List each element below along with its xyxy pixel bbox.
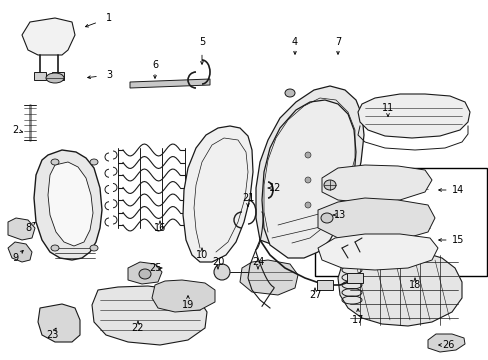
- Polygon shape: [38, 304, 80, 342]
- Text: 24: 24: [251, 257, 264, 267]
- Text: 19: 19: [182, 300, 194, 310]
- Ellipse shape: [324, 180, 335, 190]
- Ellipse shape: [51, 245, 59, 251]
- Polygon shape: [240, 260, 297, 295]
- Text: 18: 18: [408, 280, 420, 290]
- Ellipse shape: [139, 269, 151, 279]
- Text: 26: 26: [441, 340, 453, 350]
- Polygon shape: [34, 150, 102, 260]
- Text: 17: 17: [351, 315, 364, 325]
- Ellipse shape: [51, 159, 59, 165]
- Text: 16: 16: [154, 223, 166, 233]
- Ellipse shape: [305, 177, 310, 183]
- Text: 6: 6: [152, 60, 158, 70]
- Polygon shape: [346, 273, 362, 283]
- Polygon shape: [8, 242, 32, 262]
- Text: 27: 27: [308, 290, 321, 300]
- Text: 5: 5: [199, 37, 204, 47]
- Text: 8: 8: [25, 223, 31, 233]
- Ellipse shape: [285, 89, 294, 97]
- Ellipse shape: [320, 213, 332, 223]
- Ellipse shape: [305, 152, 310, 158]
- Text: 13: 13: [333, 210, 346, 220]
- Text: 23: 23: [46, 330, 58, 340]
- Polygon shape: [48, 162, 93, 246]
- Polygon shape: [357, 94, 469, 138]
- Text: 2: 2: [12, 125, 18, 135]
- Polygon shape: [52, 72, 64, 80]
- Text: 22: 22: [131, 323, 144, 333]
- Text: 25: 25: [148, 263, 161, 273]
- Polygon shape: [427, 334, 464, 352]
- Polygon shape: [321, 165, 431, 203]
- Text: 7: 7: [334, 37, 341, 47]
- Ellipse shape: [90, 159, 98, 165]
- Text: 21: 21: [242, 193, 254, 203]
- Ellipse shape: [90, 245, 98, 251]
- Text: 4: 4: [291, 37, 298, 47]
- Text: 1: 1: [106, 13, 112, 23]
- Polygon shape: [92, 286, 206, 345]
- Text: 10: 10: [196, 250, 208, 260]
- Polygon shape: [128, 262, 162, 284]
- Polygon shape: [8, 218, 35, 240]
- Ellipse shape: [46, 73, 64, 83]
- Polygon shape: [152, 280, 215, 312]
- Polygon shape: [256, 86, 363, 248]
- Polygon shape: [337, 250, 461, 326]
- Text: 11: 11: [381, 103, 393, 113]
- Polygon shape: [34, 72, 46, 80]
- Polygon shape: [22, 18, 75, 55]
- Polygon shape: [316, 280, 332, 290]
- Text: 12: 12: [268, 183, 281, 193]
- Text: 20: 20: [211, 257, 224, 267]
- Text: 14: 14: [451, 185, 463, 195]
- Polygon shape: [130, 79, 209, 88]
- Polygon shape: [262, 100, 355, 258]
- Polygon shape: [317, 198, 434, 242]
- Ellipse shape: [214, 264, 229, 280]
- Ellipse shape: [305, 202, 310, 208]
- Polygon shape: [183, 126, 252, 262]
- Polygon shape: [317, 234, 437, 270]
- Text: 15: 15: [451, 235, 463, 245]
- Text: 9: 9: [12, 253, 18, 263]
- Bar: [314, 168, 486, 276]
- Text: 3: 3: [106, 70, 112, 80]
